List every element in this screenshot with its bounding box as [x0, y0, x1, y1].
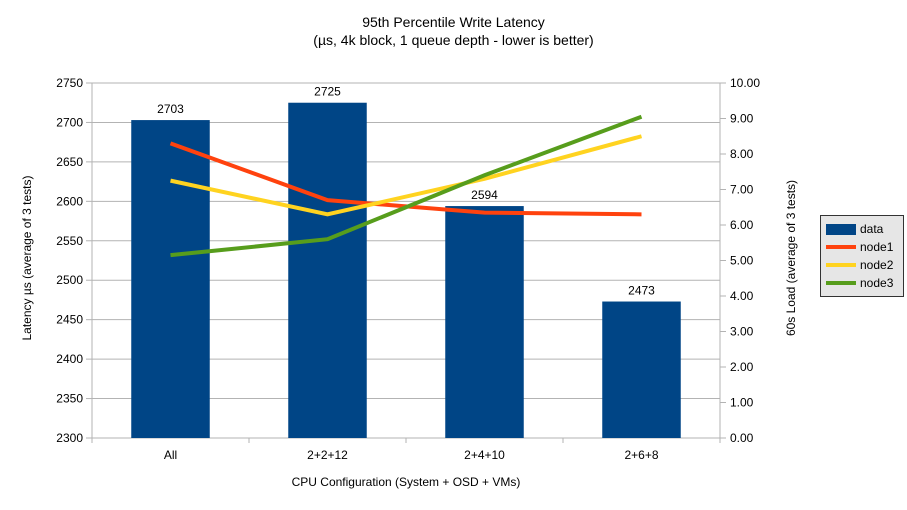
right-axis-tick-label: 10.00 — [730, 76, 760, 90]
legend-label: node1 — [860, 240, 894, 254]
right-axis-tick-label: 1.00 — [730, 396, 754, 410]
legend-bar-swatch — [826, 223, 856, 235]
left-axis-tick-label: 2450 — [56, 313, 83, 327]
legend-item-data: data — [826, 223, 898, 235]
left-axis-tick-label: 2650 — [56, 155, 83, 169]
chart-subtitle: (µs, 4k block, 1 queue depth - lower is … — [313, 32, 594, 48]
left-axis-tick-label: 2400 — [56, 352, 83, 366]
legend-line-swatch — [826, 281, 856, 285]
right-axis-tick-label: 0.00 — [730, 431, 754, 445]
x-axis-title: CPU Configuration (System + OSD + VMs) — [291, 475, 521, 489]
left-axis-tick-label: 2700 — [56, 115, 83, 129]
bar-value-label: 2473 — [628, 284, 655, 298]
legend-label: node2 — [860, 258, 894, 272]
right-axis-tick-label: 9.00 — [730, 112, 754, 126]
bar-All — [131, 120, 210, 439]
line-node2 — [170, 134, 643, 217]
right-axis-tick-label: 3.00 — [730, 325, 754, 339]
bar-2+6+8 — [602, 301, 681, 438]
legend-item-node1: node1 — [826, 241, 898, 253]
line-node3 — [170, 114, 643, 258]
left-axis-tick-label: 2550 — [56, 234, 83, 248]
left-axis-tick-label: 2350 — [56, 392, 83, 406]
left-axis-tick-label: 2500 — [56, 273, 83, 287]
legend-line-swatch — [826, 263, 856, 267]
bar-value-label: 2594 — [471, 188, 498, 202]
left-axis-tick-label: 2600 — [56, 194, 83, 208]
bar-2+4+10 — [445, 206, 524, 438]
left-axis-tick-label: 2750 — [56, 76, 83, 90]
legend-label: node3 — [860, 276, 894, 290]
legend-item-node3: node3 — [826, 277, 898, 289]
x-axis-category-label: 2+2+12 — [307, 448, 348, 462]
right-axis-tick-label: 8.00 — [730, 147, 754, 161]
right-axis-title: 60s Load (average of 3 tests) — [784, 179, 798, 337]
legend-item-node2: node2 — [826, 259, 898, 271]
bar-value-label: 2703 — [157, 102, 184, 116]
right-axis-tick-label: 5.00 — [730, 254, 754, 268]
bar-2+2+12 — [288, 102, 367, 438]
chart-title: 95th Percentile Write Latency — [362, 14, 545, 30]
right-axis-tick-label: 6.00 — [730, 218, 754, 232]
x-axis-category-label: 2+4+10 — [464, 448, 505, 462]
bar-value-label: 2725 — [314, 85, 341, 99]
x-axis-category-label: All — [164, 448, 177, 462]
left-axis-tick-label: 2300 — [56, 431, 83, 445]
right-axis-tick-label: 7.00 — [730, 183, 754, 197]
right-axis-tick-label: 2.00 — [730, 360, 754, 374]
legend: data node1 node2 node3 — [820, 215, 904, 297]
right-axis-tick-label: 4.00 — [730, 289, 754, 303]
x-axis-category-label: 2+6+8 — [624, 448, 658, 462]
legend-label: data — [860, 222, 884, 236]
left-axis-title: Latency µs (average of 3 tests) — [20, 175, 34, 341]
legend-line-swatch — [826, 245, 856, 249]
